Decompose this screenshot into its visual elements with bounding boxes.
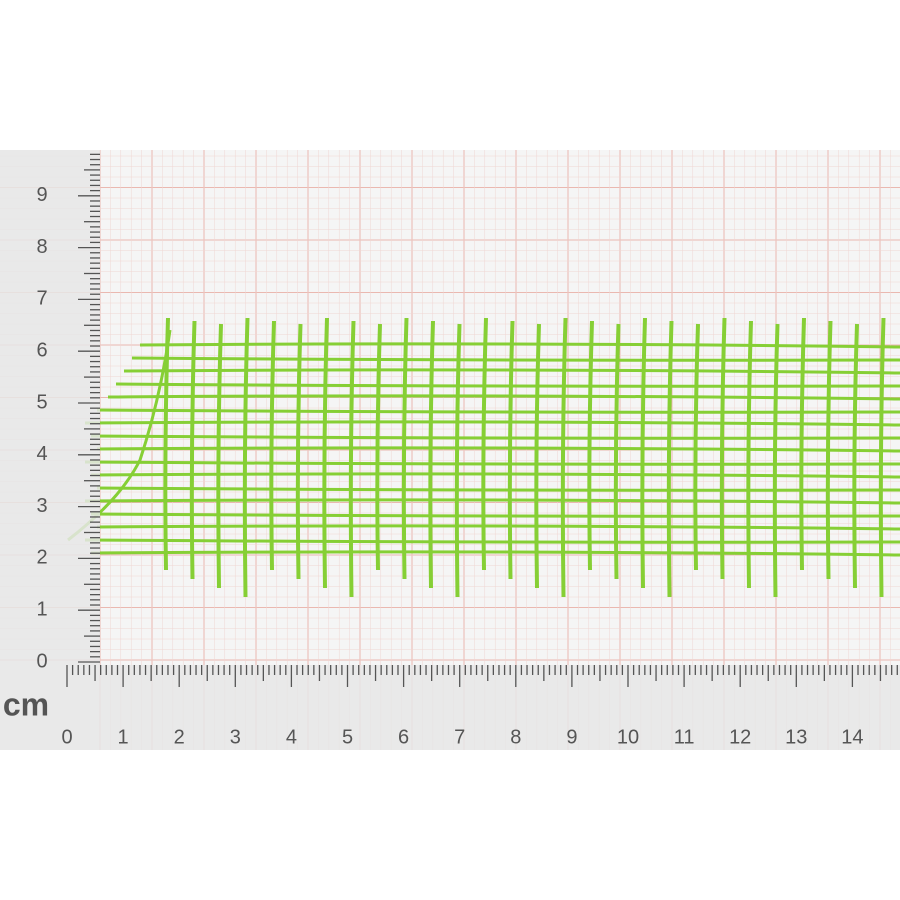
x-ruler-label: 7 <box>454 726 465 748</box>
vertical-thread <box>454 323 462 598</box>
vertical-thread <box>746 320 753 589</box>
horizontal-thread <box>90 550 900 557</box>
y-ruler-label: 4 <box>36 443 47 465</box>
y-ruler-label: 2 <box>36 547 47 569</box>
y-ruler-label: 8 <box>36 236 47 258</box>
horizontal-thread <box>96 446 900 453</box>
horizontal-thread <box>90 472 900 479</box>
vertical-thread <box>772 323 780 598</box>
x-ruler-label: 5 <box>342 726 353 748</box>
mesh-ribbon <box>67 317 900 598</box>
horizontal-ruler <box>0 665 900 750</box>
vertical-thread <box>613 323 621 580</box>
vertical-thread <box>507 320 515 580</box>
vertical-thread <box>799 317 806 571</box>
x-ruler-label: 4 <box>286 726 297 748</box>
x-ruler-label: 0 <box>61 726 72 748</box>
horizontal-thread <box>115 382 900 388</box>
vertical-thread <box>269 320 276 571</box>
y-ruler-label: 1 <box>36 598 47 620</box>
horizontal-thread <box>84 460 900 466</box>
horizontal-thread <box>96 486 900 492</box>
vertical-thread <box>852 323 859 589</box>
vertical-thread <box>348 320 356 598</box>
vertical-thread <box>640 317 647 589</box>
vertical-thread <box>825 320 833 580</box>
y-ruler-label: 0 <box>36 650 47 672</box>
photo-area: 01234567891011121314012345678910 cm <box>0 132 900 750</box>
horizontal-thread <box>90 434 900 440</box>
vertical-thread <box>375 323 382 571</box>
vertical-thread <box>401 317 409 580</box>
y-ruler-label: 5 <box>36 391 47 413</box>
horizontal-thread <box>131 356 900 362</box>
vertical-thread <box>534 323 541 589</box>
x-ruler-label: 13 <box>785 726 807 748</box>
vertical-thread <box>428 320 435 589</box>
vertical-thread <box>322 317 329 589</box>
horizontal-thread <box>123 368 900 375</box>
vertical-thread <box>693 323 700 571</box>
x-ruler-label: 2 <box>174 726 185 748</box>
vertical-thread <box>216 323 223 589</box>
y-ruler-label: 10 <box>31 132 53 154</box>
vertical-thread <box>666 320 674 598</box>
y-ruler-label: 7 <box>36 288 47 310</box>
vertical-thread <box>242 317 250 598</box>
x-ruler-label: 6 <box>398 726 409 748</box>
vertical-thread <box>481 317 488 571</box>
y-ruler-label: 3 <box>36 495 47 517</box>
x-ruler-label: 1 <box>118 726 129 748</box>
ruler-ticks <box>66 153 898 687</box>
ruler-labels: 01234567891011121314012345678910 <box>31 132 864 748</box>
vertical-thread <box>189 320 197 580</box>
x-ruler-label: 9 <box>566 726 577 748</box>
horizontal-thread <box>96 408 900 414</box>
vertical-thread <box>560 317 568 598</box>
vertical-thread <box>878 317 886 598</box>
vertical-thread <box>295 323 303 580</box>
horizontal-thread <box>84 498 900 505</box>
x-ruler-label: 14 <box>841 726 863 748</box>
unit-label: cm <box>3 686 49 722</box>
horizontal-thread <box>90 512 900 518</box>
x-ruler-label: 11 <box>674 726 695 748</box>
vertical-thread <box>163 317 170 571</box>
horizontal-thread <box>96 524 900 531</box>
x-ruler-label: 3 <box>230 726 241 748</box>
vertical-thread <box>719 317 727 580</box>
y-ruler-label: 9 <box>36 184 47 206</box>
vertical-ruler <box>0 150 100 665</box>
x-ruler-label: 12 <box>729 726 751 748</box>
horizontal-thread <box>84 420 900 427</box>
y-ruler-label: 6 <box>36 339 47 361</box>
vertical-thread <box>587 320 594 571</box>
x-ruler-label: 8 <box>510 726 521 748</box>
x-ruler-label: 10 <box>617 726 639 748</box>
horizontal-thread <box>84 538 900 544</box>
